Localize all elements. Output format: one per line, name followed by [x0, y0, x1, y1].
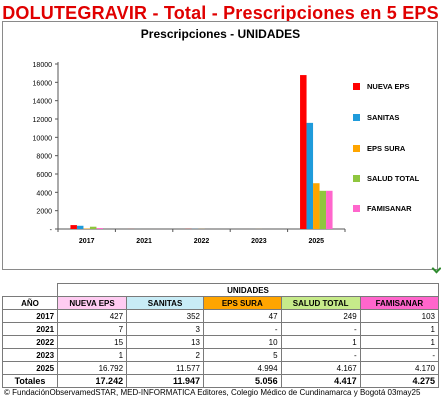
x-tick-label: 2017: [79, 238, 95, 245]
table-row: 2025 16.792 11.577 4.994 4.167 4.170: [1, 361, 440, 375]
y-tick-label: 8000: [36, 154, 52, 161]
table-cell: 4.994: [203, 361, 282, 375]
row-year: 2023: [1, 348, 59, 362]
column-header: EPS SURA: [203, 296, 282, 310]
bar: [319, 190, 327, 229]
y-tick-label: 4000: [36, 190, 52, 197]
footer-credit: © FundaciónObservamedSTAR, MED-INFORMATI…: [4, 388, 421, 397]
x-tick-label: 2023: [251, 238, 267, 245]
y-tick-label: 14000: [33, 99, 53, 106]
total-cell: 5.056: [203, 374, 282, 388]
table-cell: -: [280, 322, 361, 336]
totals-label: Totales: [1, 374, 59, 388]
table-cell: 2: [126, 348, 204, 362]
y-tick-label: 16000: [33, 80, 53, 87]
legend-swatch: [353, 83, 360, 90]
row-year: 2022: [1, 335, 59, 349]
y-tick-label: -: [50, 227, 53, 234]
chart-title: Prescripciones - UNIDADES: [140, 27, 301, 41]
table-cell: 16.792: [57, 361, 128, 375]
table-cell: 249: [280, 309, 361, 323]
total-cell: 17.242: [57, 374, 128, 388]
column-header: NUEVA EPS: [57, 296, 128, 310]
y-tick-label: 12000: [33, 117, 53, 124]
table-cell: 352: [126, 309, 204, 323]
total-cell: 4.417: [280, 374, 361, 388]
column-header: SANITAS: [126, 296, 204, 310]
table-row: 2017 427 352 47 249 103: [1, 309, 440, 323]
bar: [306, 122, 314, 229]
table-cell: 5: [203, 348, 282, 362]
table-cell: 4.170: [359, 361, 440, 375]
x-tick-label: 2021: [136, 238, 152, 245]
bar-chart: - 2000 4000 6000 8000 10000 12000 14000 16000 180…: [33, 62, 346, 245]
legend-swatch: [353, 175, 360, 182]
table-cell: 1: [57, 348, 128, 362]
table-cell: 4.167: [280, 361, 361, 375]
table-row: 2022 15 13 10 1 1: [1, 335, 440, 349]
y-tick-label: 2000: [36, 209, 52, 216]
table-cell: 13: [126, 335, 204, 349]
table-cell: -: [359, 348, 440, 362]
bar: [89, 226, 97, 229]
legend-label: SALUD TOTAL: [367, 174, 420, 183]
legend-label: FAMISANAR: [367, 204, 412, 213]
table-cell: 7: [57, 322, 128, 336]
bar: [96, 228, 103, 229]
row-year: 2025: [1, 361, 59, 375]
table-row: 2023 1 2 5- -: [1, 348, 440, 362]
table-cell: 3: [126, 322, 204, 336]
y-tick-label: 18000: [33, 62, 53, 69]
table-cell: 10: [203, 335, 282, 349]
bar: [313, 183, 320, 229]
bar: [76, 225, 84, 229]
row-year: 2017: [1, 309, 59, 323]
table-cell: 103: [359, 309, 440, 323]
bar: [326, 190, 333, 229]
table-cell: -: [280, 348, 361, 362]
table-cell: 1: [280, 335, 361, 349]
bar: [70, 225, 77, 229]
table-cell: 11.577: [126, 361, 204, 375]
table-cell: -: [203, 322, 282, 336]
y-tick-label: 6000: [36, 172, 52, 179]
table-cell: 427: [57, 309, 128, 323]
column-header: FAMISANAR: [359, 296, 440, 310]
table-cell: 15: [57, 335, 128, 349]
legend-label: NUEVA EPS: [367, 82, 410, 91]
legend-swatch: [353, 205, 360, 212]
table-cell: 1: [359, 322, 440, 336]
x-tick-label: 2025: [309, 238, 325, 245]
row-year: 2021: [1, 322, 59, 336]
legend-label: EPS SURA: [367, 144, 406, 153]
legend-swatch: [353, 114, 360, 121]
table-cell: 47: [203, 309, 282, 323]
total-cell: 11.947: [126, 374, 204, 388]
legend-swatch: [353, 145, 360, 152]
x-tick-label: 2022: [194, 238, 210, 245]
y-tick-label: 10000: [33, 135, 53, 142]
data-table: UNIDADES AÑO NUEVA EPS SANITAS EPS SURA SAL…: [1, 283, 440, 388]
table-row: 2021 7 3- -1: [1, 322, 440, 336]
legend-label: SANITAS: [367, 113, 400, 122]
column-header: SALUD TOTAL: [280, 296, 361, 310]
total-cell: 4.275: [359, 374, 440, 388]
bar: [300, 75, 307, 229]
totals-row: Totales 17.242 11.947 5.056 4.417 4.275: [1, 374, 440, 388]
group-header: UNIDADES: [57, 283, 439, 297]
year-header: AÑO: [1, 296, 59, 310]
table-cell: 1: [359, 335, 440, 349]
page-title: DOLUTEGRAVIR - Total - Prescripciones en…: [2, 3, 439, 23]
